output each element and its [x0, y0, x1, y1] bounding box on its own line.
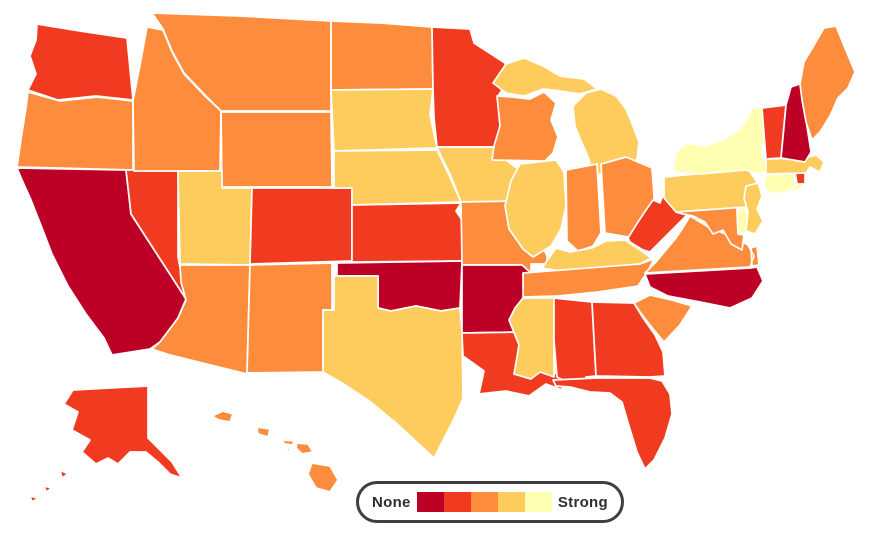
- state-FL[interactable]: Florida: [552, 377, 673, 470]
- state-WY[interactable]: Wyoming: [220, 111, 333, 188]
- legend-label-none: None: [372, 493, 411, 511]
- legend-swatch-5: [524, 492, 552, 512]
- legend-swatch-2: [443, 492, 471, 512]
- state-PA[interactable]: Pennsylvania: [663, 168, 758, 213]
- state-AL[interactable]: Alabama: [553, 297, 597, 391]
- state-NH[interactable]: New Hampshire: [780, 83, 812, 163]
- state-TN[interactable]: Tennessee: [522, 258, 655, 298]
- state-MD[interactable]: Maryland: [675, 205, 745, 251]
- state-AK[interactable]: Alaska: [29, 385, 183, 503]
- state-KS[interactable]: Kansas: [351, 202, 463, 263]
- legend-label-strong: Strong: [557, 493, 608, 511]
- state-IN[interactable]: Indiana: [565, 163, 602, 252]
- state-NC[interactable]: North Carolina: [644, 266, 764, 309]
- legend-swatch-4: [497, 492, 525, 512]
- state-CT[interactable]: Connecticut: [763, 172, 796, 194]
- legend: None Strong: [356, 481, 624, 523]
- state-HI[interactable]: Hawaii: [211, 410, 339, 493]
- state-ND[interactable]: North Dakota: [330, 20, 434, 91]
- state-MI[interactable]: Michigan: [492, 57, 640, 177]
- state-MT[interactable]: Montana: [151, 12, 332, 112]
- state-WI[interactable]: Wisconsin: [491, 91, 559, 162]
- legend-color-ramp: [416, 492, 552, 512]
- state-SD[interactable]: South Dakota: [330, 88, 438, 152]
- state-IL[interactable]: Illinois: [504, 159, 567, 258]
- state-NJ[interactable]: New Jersey: [743, 182, 764, 235]
- state-TX[interactable]: Texas: [322, 275, 464, 459]
- state-CO[interactable]: Colorado: [249, 187, 353, 265]
- state-NM[interactable]: New Mexico: [246, 262, 333, 374]
- state-MN[interactable]: Minnesota: [431, 26, 509, 148]
- state-OR[interactable]: Oregon: [16, 91, 134, 171]
- state-MS[interactable]: Mississippi: [508, 297, 555, 380]
- legend-swatch-3: [470, 492, 498, 512]
- state-ME[interactable]: Maine: [799, 25, 856, 141]
- state-SC[interactable]: South Carolina: [633, 294, 693, 343]
- state-WA[interactable]: Washington: [27, 23, 134, 101]
- legend-swatch-1: [416, 492, 444, 512]
